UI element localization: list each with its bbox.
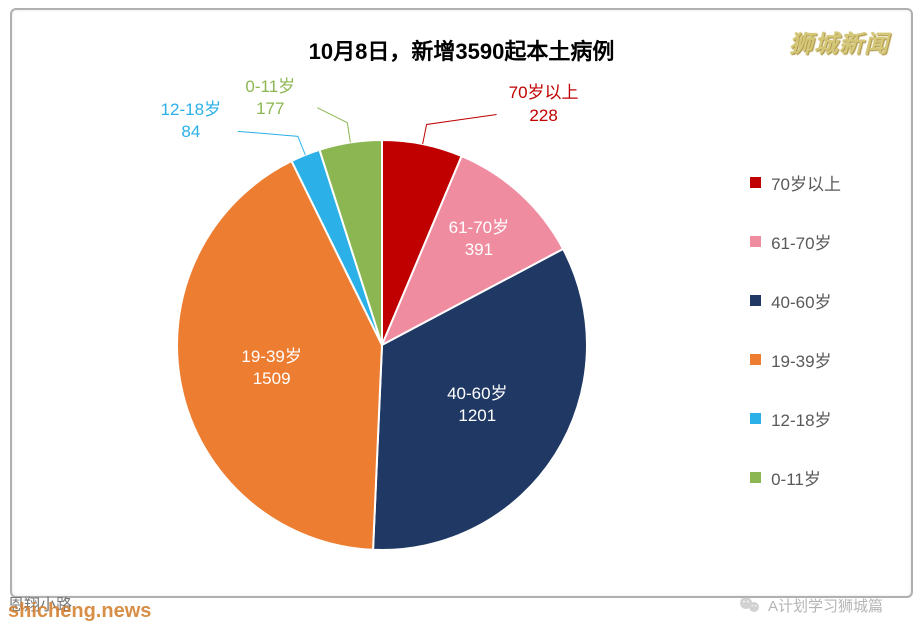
legend-item: 0-11岁	[750, 465, 841, 490]
watermark-bottom-right: A计划学习狮城篇	[738, 593, 883, 617]
slice-label: 40-60岁1201	[427, 383, 527, 427]
legend: 70岁以上 61-70岁 40-60岁 19-39岁 12-18岁 0-11岁	[750, 170, 841, 524]
legend-swatch	[750, 354, 761, 365]
legend-label: 40-60岁	[771, 288, 831, 313]
slice-label: 19-39岁1509	[222, 346, 322, 390]
legend-item: 61-70岁	[750, 229, 841, 254]
watermark-bottom-left-2: shicheng.news	[8, 600, 151, 623]
slice-label: 12-18岁84	[146, 99, 236, 143]
page-root: 10月8日，新增3590起本土病例 狮城新闻 70岁以上228 40-60岁120…	[0, 0, 923, 635]
legend-swatch	[750, 295, 761, 306]
legend-swatch	[750, 177, 761, 188]
slice-label: 0-11岁177	[225, 76, 315, 120]
legend-item: 19-39岁	[750, 347, 841, 372]
legend-label: 70岁以上	[771, 170, 841, 195]
chart-frame: 10月8日，新增3590起本土病例 狮城新闻 70岁以上228 40-60岁120…	[10, 8, 913, 598]
watermark-top-right: 狮城新闻	[789, 24, 889, 59]
legend-item: 40-60岁	[750, 288, 841, 313]
chart-title: 10月8日，新增3590起本土病例	[12, 34, 911, 66]
legend-item: 70岁以上	[750, 170, 841, 195]
legend-label: 19-39岁	[771, 347, 831, 372]
legend-item: 12-18岁	[750, 406, 841, 431]
slice-label: 61-70岁391	[429, 217, 529, 261]
slice-label: 70岁以上228	[499, 82, 589, 126]
legend-label: 0-11岁	[771, 465, 821, 490]
pie-chart	[167, 130, 597, 560]
wechat-icon	[738, 593, 762, 617]
legend-swatch	[750, 472, 761, 483]
legend-label: 61-70岁	[771, 229, 831, 254]
legend-swatch	[750, 236, 761, 247]
watermark-bottom-right-text: A计划学习狮城篇	[768, 595, 883, 616]
legend-label: 12-18岁	[771, 406, 831, 431]
legend-swatch	[750, 413, 761, 424]
